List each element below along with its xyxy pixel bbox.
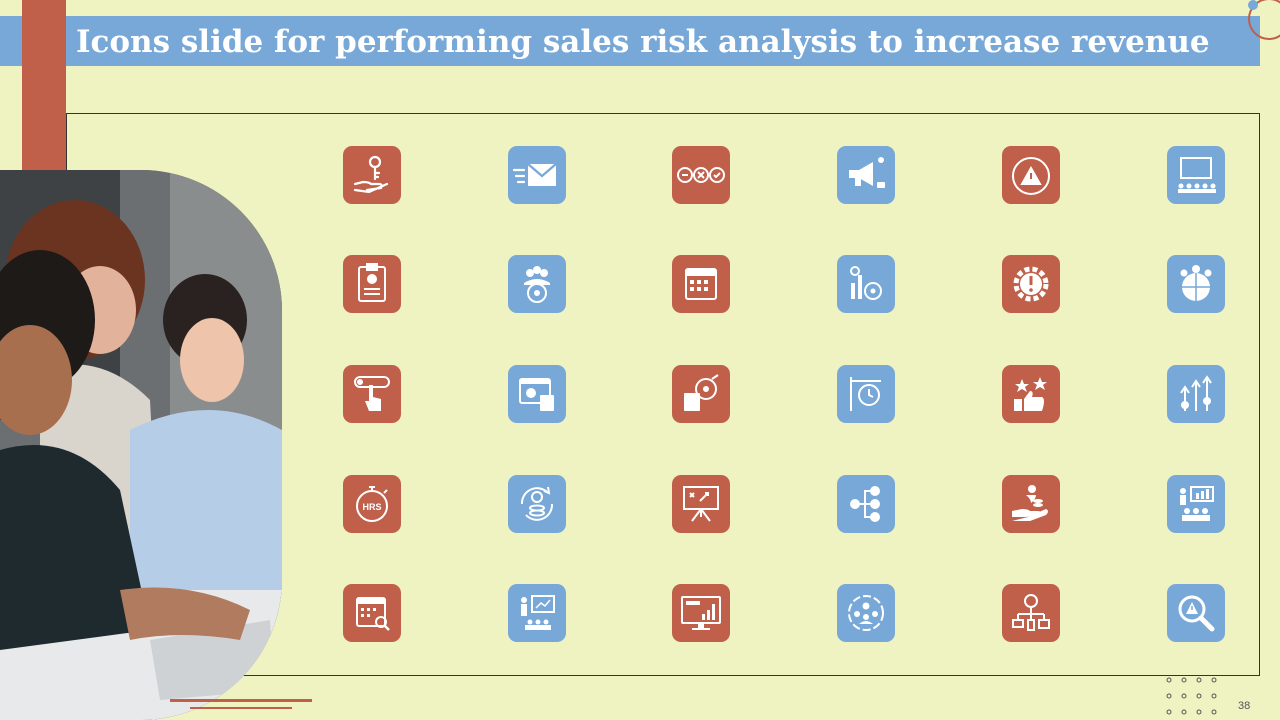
team-photo [0,170,282,720]
page-number: 38 [1238,700,1251,712]
title-band [0,16,1260,66]
target-document-icon [672,365,730,423]
corner-ring-decoration [1248,0,1280,40]
calendar-icon [672,255,730,313]
strategy-board-icon [672,475,730,533]
presentation-audience-icon [1167,146,1225,204]
email-send-icon [508,146,566,204]
checklist-circles-icon [672,146,730,204]
hand-key-icon [343,146,401,204]
decor-line [190,707,292,709]
target-chart-icon [837,255,895,313]
hand-plant-coins-icon [1002,475,1060,533]
network-devices-icon [1002,584,1060,642]
corner-dot-decoration [1248,0,1258,10]
team-circle-icon [837,584,895,642]
growth-arrows-gears-icon [1167,365,1225,423]
slide-title: Icons slide for performing sales risk an… [76,24,1210,60]
finance-calculator-icon [508,365,566,423]
dot-grid-decoration [1166,677,1217,715]
stopwatch-label: HRS [362,502,381,512]
finger-toggle-icon [343,365,401,423]
decor-line [170,699,312,702]
dollar-cycle-icon [508,475,566,533]
flowchart-nodes-icon [837,475,895,533]
risk-gauge-icon [1002,146,1060,204]
presenter-board-icon [508,584,566,642]
team-presentation-chart-icon [1167,475,1225,533]
global-team-icon [1167,255,1225,313]
rating-thumbs-up-icon [1002,365,1060,423]
gear-warning-icon [1002,255,1060,313]
calendar-search-icon [343,584,401,642]
clock-signpost-icon [837,365,895,423]
megaphone-icon [837,146,895,204]
clipboard-info-icon [343,255,401,313]
search-warning-icon [1167,584,1225,642]
monitor-chart-icon [672,584,730,642]
team-target-icon [508,255,566,313]
stopwatch-hrs-icon: HRS [343,475,401,533]
